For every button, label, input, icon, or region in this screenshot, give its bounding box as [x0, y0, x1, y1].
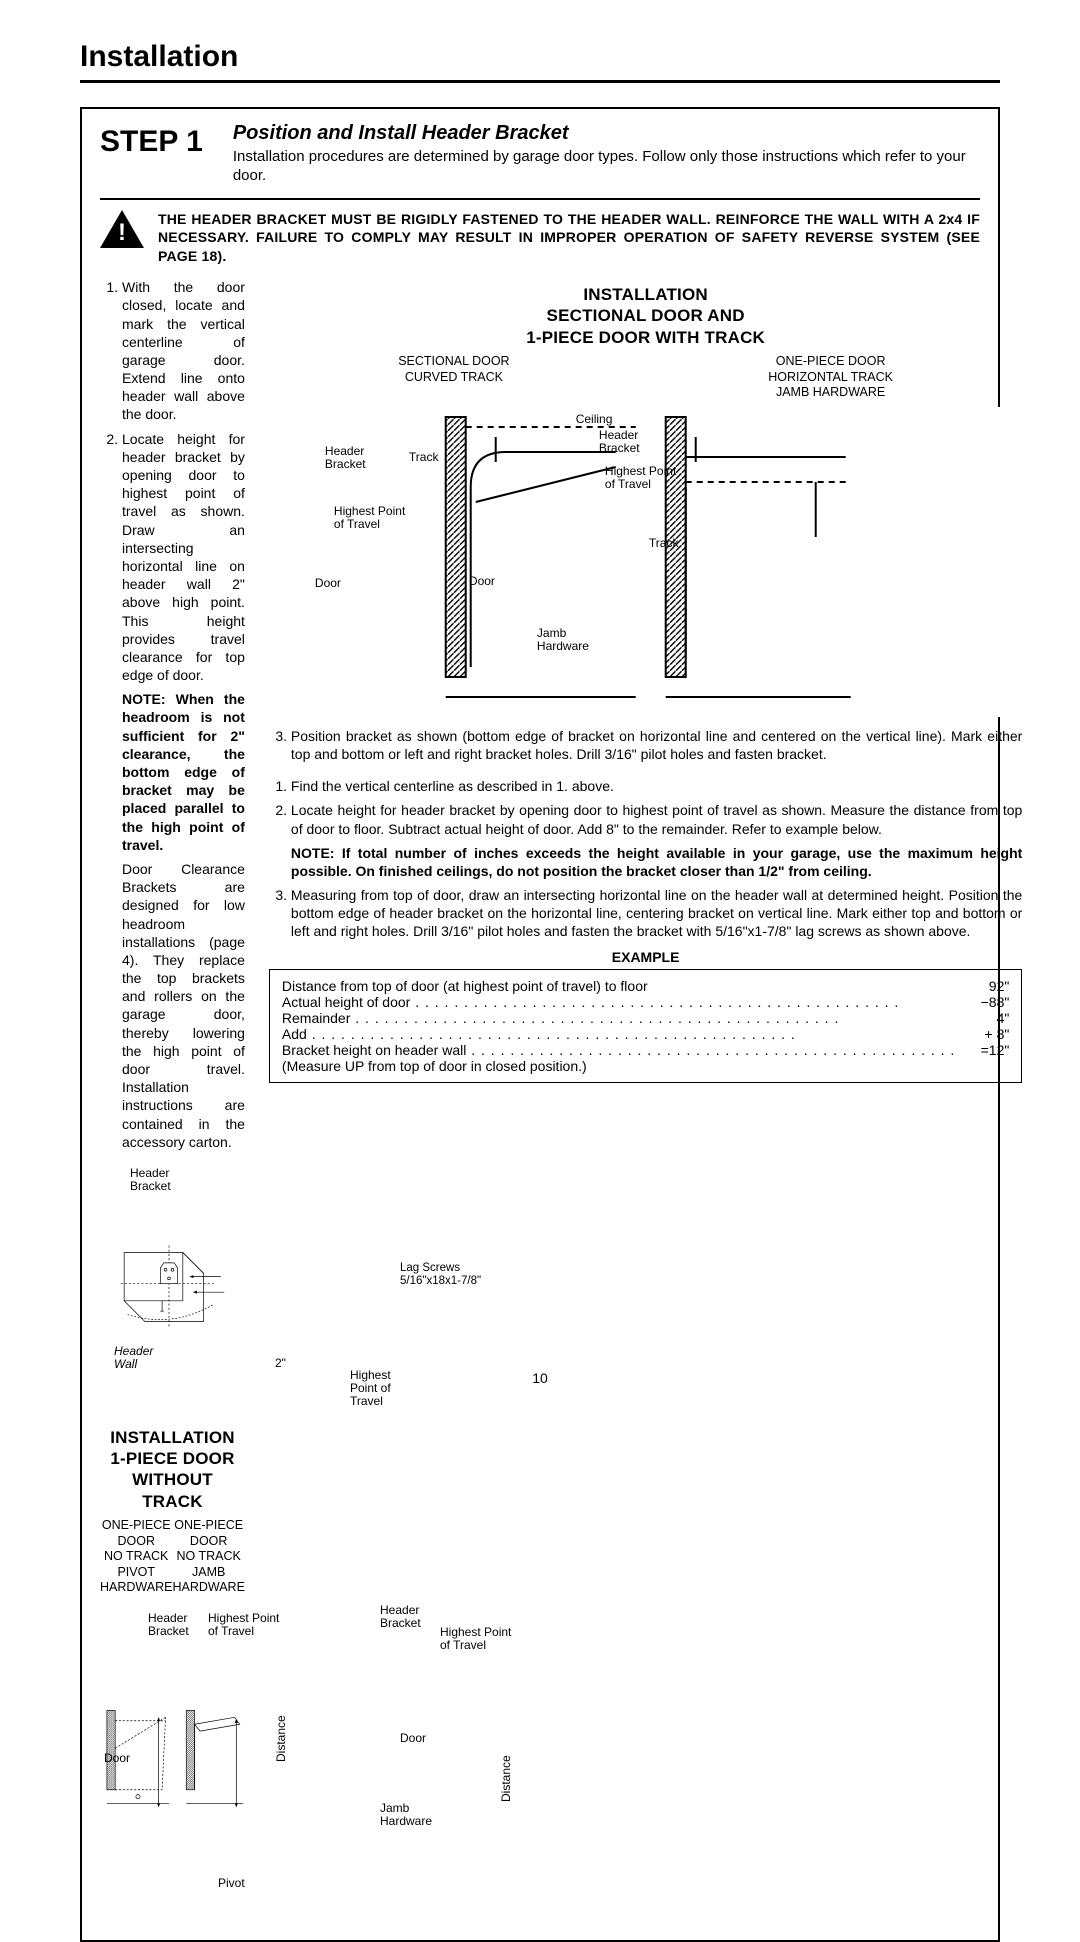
- sublabel-a: ONE-PIECE DOOR NO TRACK PIVOT HARDWARE: [100, 1518, 172, 1596]
- step-text: Installation procedures are determined b…: [233, 148, 980, 186]
- warning-row: ! THE HEADER BRACKET MUST BE RIGIDLY FAS…: [100, 210, 980, 267]
- left-column: With the door closed, locate and mark th…: [100, 278, 245, 1922]
- d3-lbl-door-left: Door: [315, 577, 341, 590]
- ex-r3-val: 4": [963, 1010, 1009, 1026]
- ex-trail: (Measure UP from top of door in closed p…: [282, 1058, 1009, 1074]
- svg-text:!: !: [118, 219, 126, 246]
- warning-text: THE HEADER BRACKET MUST BE RIGIDLY FASTE…: [158, 210, 980, 267]
- right-column: INSTALLATION SECTIONAL DOOR AND 1-PIECE …: [269, 278, 1022, 1922]
- d2-lbl-hpt-left: Highest Point of Travel: [208, 1612, 279, 1638]
- ex-row-4: Add + 8": [282, 1026, 1009, 1042]
- right-list: Find the vertical centerline as describe…: [269, 777, 1022, 941]
- right-list-top: Position bracket as shown (bottom edge o…: [269, 727, 1022, 763]
- content-frame: STEP 1 Position and Install Header Brack…: [80, 107, 1000, 1942]
- diagram-sectional-track: Ceiling Header Bracket Track Highest Poi…: [269, 407, 1022, 717]
- right-li3: Measuring from top of door, draw an inte…: [291, 886, 1022, 941]
- d3-lbl-hpt-right: Highest Point of Travel: [605, 465, 676, 491]
- d2-lbl-distance-left: Distance: [275, 1715, 288, 1762]
- d2-lbl-distance-right: Distance: [500, 1755, 513, 1802]
- d2-lbl-jamb: Jamb Hardware: [380, 1802, 432, 1828]
- right-note: NOTE: If total number of inches exceeds …: [291, 844, 1022, 880]
- d3-lbl-track-right: Track: [649, 537, 679, 550]
- left-li-2: Locate height for header bracket by open…: [122, 430, 245, 1151]
- ex-r1-val: 92": [963, 978, 1009, 994]
- ex-r4-label: Add: [282, 1026, 955, 1042]
- left-list: With the door closed, locate and mark th…: [100, 278, 245, 1151]
- r-sublabel-b: ONE-PIECE DOOR HORIZONTAL TRACK JAMB HAR…: [768, 354, 893, 401]
- d3-lbl-jamb: Jamb Hardware: [537, 627, 589, 653]
- page-title: Installation: [80, 40, 1000, 83]
- left-note: NOTE: When the headroom is not sufficien…: [122, 690, 245, 854]
- ex-row-1: Distance from top of door (at highest po…: [282, 978, 1009, 994]
- sublabel-b: ONE-PIECE DOOR NO TRACK JAMB HARDWARE: [172, 1518, 244, 1596]
- d2-lbl-hb-left: Header Bracket: [148, 1612, 189, 1638]
- right-li2: Locate height for header bracket by open…: [291, 801, 1022, 880]
- ex-r5-val: =12": [963, 1042, 1009, 1058]
- right-li1: Find the vertical centerline as describe…: [291, 777, 1022, 795]
- d2-lbl-hb-right: Header Bracket: [380, 1604, 421, 1630]
- columns: With the door closed, locate and mark th…: [100, 278, 980, 1922]
- left-li-1: With the door closed, locate and mark th…: [122, 278, 245, 424]
- d3-lbl-hpt-left: Highest Point of Travel: [334, 505, 405, 531]
- step-body: Position and Install Header Bracket Inst…: [233, 121, 980, 186]
- right-sublabels: SECTIONAL DOOR CURVED TRACK ONE-PIECE DO…: [269, 354, 1022, 401]
- ex-r5-label: Bracket height on header wall: [282, 1042, 955, 1058]
- ex-r2-val: −88": [963, 994, 1009, 1010]
- left-sublabels: ONE-PIECE DOOR NO TRACK PIVOT HARDWARE O…: [100, 1518, 245, 1596]
- d2-lbl-door-left: Door: [104, 1752, 130, 1765]
- lbl-header-bracket: Header Bracket: [130, 1167, 171, 1193]
- ex-row-2: Actual height of door −88": [282, 994, 1009, 1010]
- ex-row-5: Bracket height on header wall =12": [282, 1042, 1009, 1058]
- lbl-two-inch: 2": [275, 1357, 286, 1370]
- d3-lbl-track-left: Track: [409, 451, 439, 464]
- step-row: STEP 1 Position and Install Header Brack…: [100, 121, 980, 200]
- right-li3-top: Position bracket as shown (bottom edge o…: [291, 727, 1022, 763]
- d3-lbl-door-right: Door: [469, 575, 495, 588]
- d2-lbl-pivot: Pivot: [218, 1877, 245, 1890]
- left-p3: Door Clearance Brackets are designed for…: [122, 860, 245, 1151]
- right-installation-heading: INSTALLATION SECTIONAL DOOR AND 1-PIECE …: [269, 284, 1022, 348]
- ex-r2-label: Actual height of door: [282, 994, 955, 1010]
- left-installation-heading: INSTALLATION 1-PIECE DOOR WITHOUT TRACK: [100, 1427, 245, 1512]
- step-heading: Position and Install Header Bracket: [233, 121, 980, 146]
- ex-r4-val: + 8": [963, 1026, 1009, 1042]
- d2-lbl-door-right: Door: [400, 1732, 426, 1745]
- lbl-header-wall: Header Wall: [114, 1345, 153, 1371]
- warning-icon: !: [100, 210, 144, 248]
- lbl-lag-screws: Lag Screws 5/16"x18x1-7/8": [400, 1262, 481, 1287]
- ex-r3-label: Remainder: [282, 1010, 955, 1026]
- ex-row-3: Remainder 4": [282, 1010, 1009, 1026]
- left-li-2-text: Locate height for header bracket by open…: [122, 431, 245, 683]
- step-label: STEP 1: [100, 121, 203, 159]
- svg-text:Ceiling: Ceiling: [576, 412, 613, 426]
- right-li2-text: Locate height for header bracket by open…: [291, 802, 1022, 836]
- diagram-one-piece-doors: Header Bracket Highest Point of Travel D…: [100, 1602, 245, 1912]
- d3-lbl-hb-right: Header Bracket: [599, 429, 640, 455]
- example-heading: EXAMPLE: [269, 949, 1022, 965]
- d2-lbl-hpt-right: Highest Point of Travel: [440, 1626, 511, 1652]
- ex-r1-label: Distance from top of door (at highest po…: [282, 978, 955, 994]
- d3-lbl-hb-left: Header Bracket: [325, 445, 366, 471]
- example-box: Distance from top of door (at highest po…: [269, 969, 1022, 1083]
- r-sublabel-a: SECTIONAL DOOR CURVED TRACK: [398, 354, 509, 401]
- page-number: 10: [0, 1370, 1080, 1386]
